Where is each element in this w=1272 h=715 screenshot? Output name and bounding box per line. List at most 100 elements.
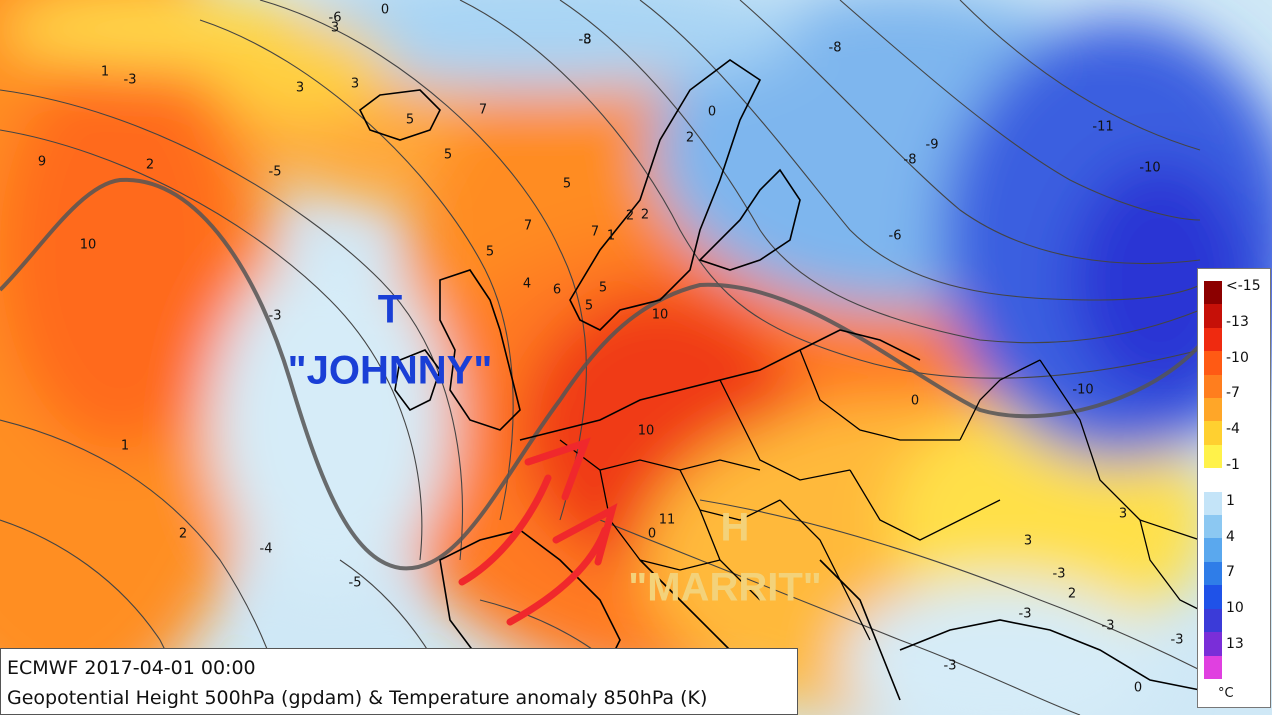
anomaly-label: 10 xyxy=(652,308,669,323)
color-swatch xyxy=(1204,468,1222,492)
anomaly-label: 0 xyxy=(911,394,919,409)
color-swatch xyxy=(1204,421,1222,445)
arrow-1-head xyxy=(524,437,591,501)
anomaly-label: -10 xyxy=(1139,161,1160,176)
anomaly-label: 3 xyxy=(331,21,339,36)
legend-tick-label: -7 xyxy=(1226,385,1240,402)
anomaly-label: 5 xyxy=(599,281,607,296)
anomaly-label: -10 xyxy=(1072,383,1093,398)
legend-tick-label: -4 xyxy=(1226,421,1240,438)
anomaly-label: 1 xyxy=(101,65,109,80)
caption-fields: Geopotential Height 500hPa (gpdam) & Tem… xyxy=(7,687,708,709)
anomaly-label: -9 xyxy=(926,138,939,153)
color-scale-bar xyxy=(1204,281,1222,679)
anomaly-label: -8 xyxy=(904,153,917,168)
anomaly-label: 5 xyxy=(406,113,414,128)
anomaly-label: 1 xyxy=(121,439,129,454)
reference-contour xyxy=(0,177,1202,571)
color-legend: <-15 -13 -10 -7 -4 -1 1 4 7 10 13 °C xyxy=(1197,268,1271,708)
anomaly-label: 1 xyxy=(607,229,615,244)
anomaly-label: 2 xyxy=(686,131,694,146)
color-swatch xyxy=(1204,351,1222,375)
color-swatch xyxy=(1204,561,1222,586)
anomaly-label: -5 xyxy=(269,165,282,180)
anomaly-label: 7 xyxy=(479,103,487,118)
anomaly-label: -11 xyxy=(1092,120,1113,135)
anomaly-label: 3 xyxy=(351,77,359,92)
anomaly-label: 2 xyxy=(626,209,634,224)
high-name: "MARRIT" xyxy=(628,566,821,610)
geopotential-contours xyxy=(0,0,1201,715)
anomaly-label: -8 xyxy=(829,41,842,56)
arrow-2-head xyxy=(552,503,618,566)
country-borders xyxy=(559,349,1201,641)
anomaly-label: 6 xyxy=(553,283,561,298)
anomaly-label: 10 xyxy=(638,424,655,439)
anomaly-label: -6 xyxy=(329,11,342,26)
anomaly-label: -3 xyxy=(944,659,957,674)
low-name: "JOHNNY" xyxy=(288,349,493,393)
anomaly-label: 5 xyxy=(486,245,494,260)
anomaly-label: 2 xyxy=(641,208,649,223)
anomaly-label: 5 xyxy=(444,148,452,163)
anomaly-label: 2 xyxy=(1068,587,1076,602)
anomaly-label: -3 xyxy=(1019,607,1032,622)
anomaly-label: -3 xyxy=(1171,633,1184,648)
color-swatch xyxy=(1204,444,1222,469)
anomaly-label: -3 xyxy=(1102,619,1115,634)
map-caption: ECMWF 2017-04-01 00:00 Geopotential Heig… xyxy=(0,648,798,715)
color-swatch xyxy=(1204,632,1222,656)
anomaly-label: 9 xyxy=(38,155,46,170)
anomaly-label: 10 xyxy=(80,238,97,253)
low-letter: T xyxy=(378,288,402,332)
color-swatch xyxy=(1204,608,1222,633)
anomaly-label: 3 xyxy=(1024,534,1032,549)
color-swatch xyxy=(1204,538,1222,562)
anomaly-label: -4 xyxy=(260,542,273,557)
anomaly-label: 3 xyxy=(1119,507,1127,522)
anomaly-label: 4 xyxy=(523,277,531,292)
legend-tick-label: 13 xyxy=(1226,636,1244,652)
anomaly-label: -6 xyxy=(889,229,902,244)
caption-model-run: ECMWF 2017-04-01 00:00 xyxy=(7,657,256,679)
legend-tick-label: 7 xyxy=(1226,564,1235,581)
color-swatch xyxy=(1204,374,1222,399)
arrow-1 xyxy=(458,474,552,586)
color-swatch xyxy=(1204,585,1222,609)
anomaly-label: -5 xyxy=(349,576,362,591)
anomaly-label: -3 xyxy=(269,309,282,324)
anomaly-label: 5 xyxy=(563,177,571,192)
anomaly-label: 11 xyxy=(659,513,676,528)
legend-tick-label: 10 xyxy=(1226,600,1244,617)
anomaly-label: 2 xyxy=(146,158,154,173)
legend-tick-label: 4 xyxy=(1226,528,1235,545)
legend-unit: °C xyxy=(1218,686,1234,701)
color-swatch xyxy=(1204,281,1222,305)
anomaly-label: -8 xyxy=(579,33,592,48)
anomaly-label: 2 xyxy=(179,527,187,542)
warm-advection-arrows xyxy=(458,437,618,626)
anomaly-label: -3 xyxy=(579,33,592,48)
anomaly-label: -3 xyxy=(124,73,137,88)
legend-tick-label: -13 xyxy=(1226,313,1249,330)
anomaly-label: 0 xyxy=(708,105,716,120)
anomaly-label: 0 xyxy=(381,3,389,18)
color-swatch xyxy=(1204,655,1222,679)
anomaly-label: 0 xyxy=(1134,681,1142,696)
color-swatch xyxy=(1204,398,1222,422)
legend-tick-label: -1 xyxy=(1226,457,1240,473)
color-swatch xyxy=(1204,327,1222,352)
anomaly-label: 0 xyxy=(648,527,656,542)
arrow-2 xyxy=(506,526,609,626)
anomaly-label: 7 xyxy=(524,219,532,234)
color-swatch xyxy=(1204,515,1222,539)
color-swatch xyxy=(1204,491,1222,516)
anomaly-label: -3 xyxy=(1053,567,1066,582)
color-swatch xyxy=(1204,304,1222,328)
anomaly-label: 7 xyxy=(591,225,599,240)
legend-tick-label: 1 xyxy=(1226,492,1235,509)
legend-tick-label: -10 xyxy=(1226,349,1249,366)
high-letter: H xyxy=(721,506,750,550)
